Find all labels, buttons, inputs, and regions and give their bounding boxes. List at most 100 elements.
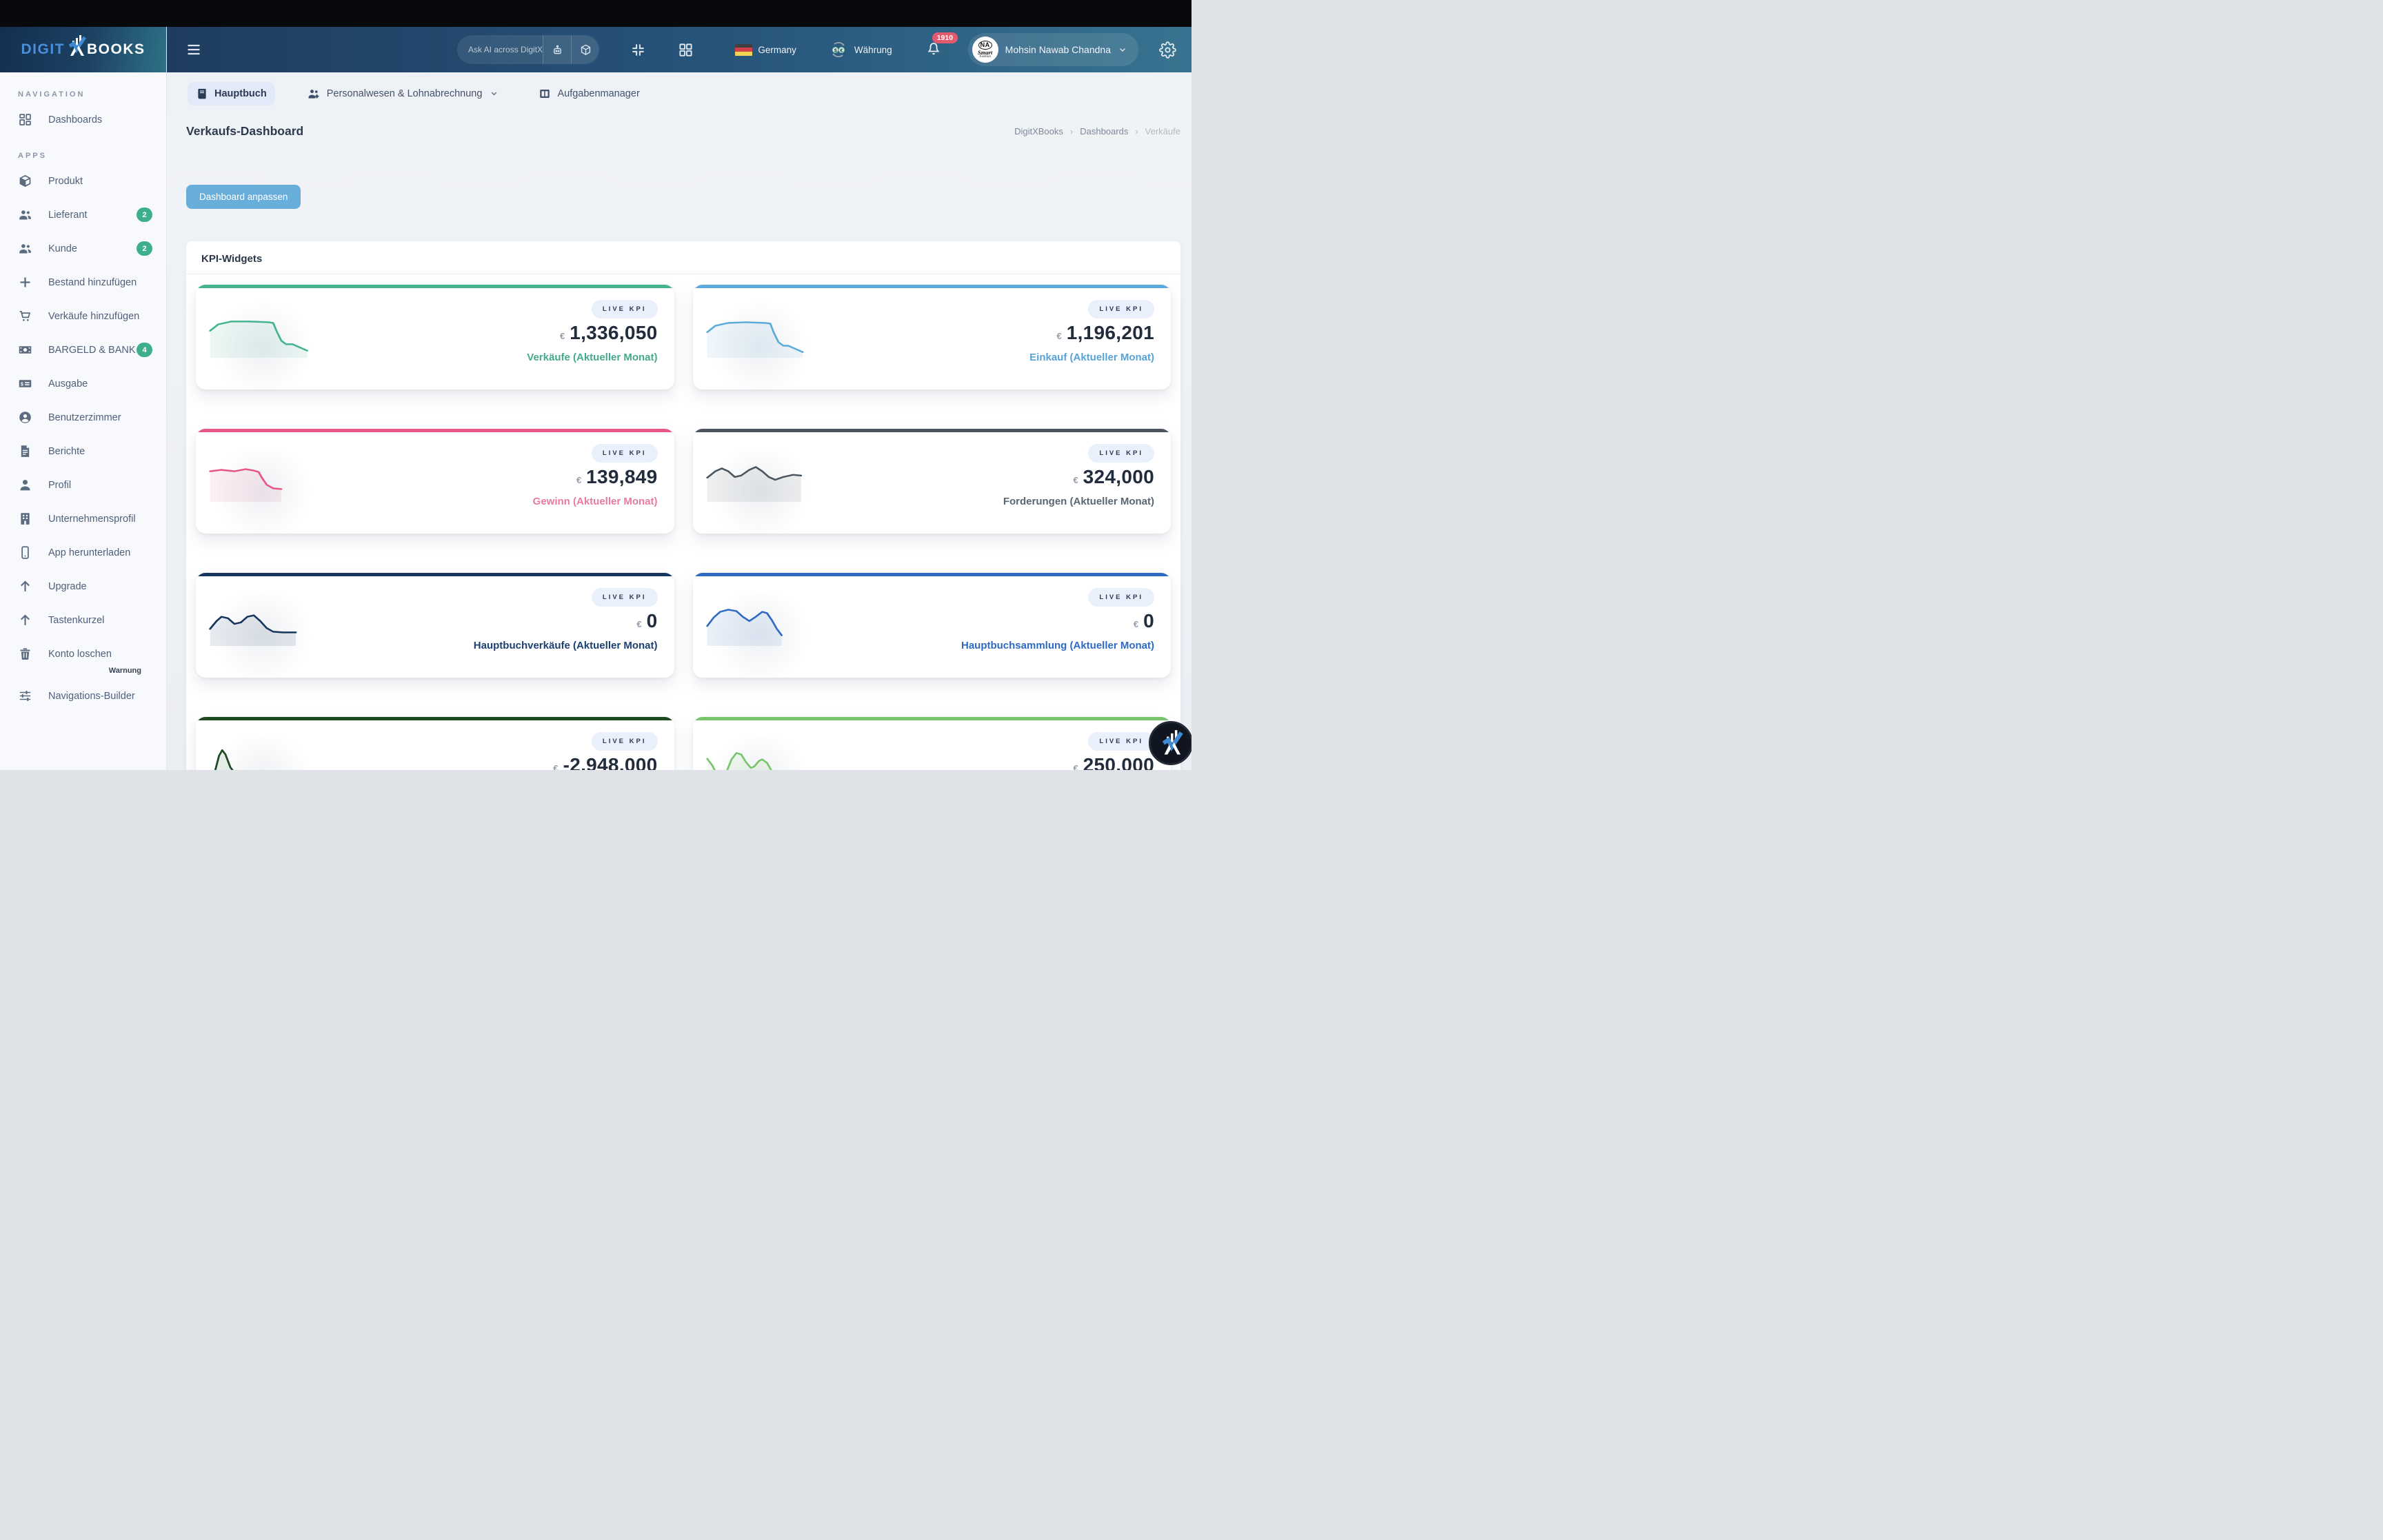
kpi-value: €1,336,050 <box>560 322 658 344</box>
sidebar-item-kunde[interactable]: Kunde 2 <box>0 232 166 265</box>
page-title: Verkaufs-Dashboard <box>186 124 303 139</box>
euro-symbol: € <box>576 475 581 485</box>
sliders-icon <box>18 689 33 704</box>
sidebar-item-produkt[interactable]: Produkt <box>0 164 166 198</box>
sidebar-item-berichte[interactable]: Berichte <box>0 434 166 468</box>
logo-text-books: BOOKS <box>87 41 145 58</box>
sidebar-item-ausgabe[interactable]: $ Ausgabe <box>0 367 166 401</box>
hamburger-menu-button[interactable] <box>183 39 205 61</box>
live-kpi-badge: LIVE KPI <box>1088 444 1154 463</box>
kpi-card-hauptbuchverkaeufe: LIVE KPI €0 Hauptbuchverkäufe (Aktueller… <box>196 573 674 678</box>
sidebar-item-bargeld-bank[interactable]: BARGELD & BANK 4 <box>0 333 166 367</box>
breadcrumb: DigitXBooks › Dashboards › Verkäufe <box>1014 126 1180 136</box>
sidebar-item-label: Dashboards <box>48 114 102 125</box>
sparkline <box>207 600 328 650</box>
sidebar-badge: 2 <box>137 241 152 256</box>
cart-icon <box>18 309 33 324</box>
collapse-icon[interactable] <box>627 39 649 61</box>
sidebar-item-navigations-builder[interactable]: Navigations-Builder <box>0 679 166 713</box>
sidebar-item-app-herunterladen[interactable]: App herunterladen <box>0 536 166 569</box>
live-kpi-badge: LIVE KPI <box>1088 300 1154 318</box>
sparkline <box>207 744 328 770</box>
users-icon <box>18 207 33 223</box>
apps-grid-icon[interactable] <box>675 39 696 61</box>
sidebar-item-verkaeufe-hinzufuegen[interactable]: Verkäufe hinzufügen <box>0 299 166 333</box>
sparkline <box>207 312 328 362</box>
kpi-label: Hauptbuchsammlung (Aktueller Monat) <box>961 640 1154 651</box>
kpi-widgets-panel: KPI-Widgets LIVE KPI €1,336,050 Verkäufe… <box>186 241 1180 770</box>
country-selector[interactable]: Germany <box>735 44 796 56</box>
page-header-row: Verkaufs-Dashboard DigitXBooks › Dashboa… <box>186 114 1180 148</box>
sidebar-item-tastenkurzel[interactable]: Tastenkurzel <box>0 603 166 637</box>
sparkline <box>704 456 825 506</box>
tab-personalwesen-lohnabrechnung[interactable]: Personalwesen & Lohnabrechnung <box>299 81 507 106</box>
sidebar-item-benutzerzimmer[interactable]: Benutzerzimmer <box>0 401 166 434</box>
sparkline <box>704 744 825 770</box>
user-menu[interactable]: NA Smart Fashion Mohsin Nawab Chandna <box>968 33 1138 66</box>
card-accent-bar <box>693 717 1172 720</box>
sidebar-item-konto-loschen[interactable]: Konto loschen <box>0 637 166 671</box>
notifications-button[interactable]: 1910 <box>925 40 942 60</box>
card-accent-bar <box>196 285 674 288</box>
sidebar-column: DIGIT BOOKS NAVIGATION Dashboa <box>0 27 167 770</box>
kpi-label: Gewinn (Aktueller Monat) <box>533 496 658 507</box>
euro-symbol: € <box>1134 619 1138 629</box>
settings-gear-icon[interactable] <box>1156 39 1179 61</box>
chevron-down-icon <box>490 89 499 98</box>
live-kpi-badge: LIVE KPI <box>1088 588 1154 607</box>
breadcrumb-digitxbooks[interactable]: DigitXBooks <box>1014 126 1063 136</box>
sidebar-section-navigation: NAVIGATION <box>0 90 166 103</box>
card-accent-bar <box>693 429 1172 432</box>
sidebar-item-bestand-hinzufuegen[interactable]: Bestand hinzufügen <box>0 265 166 299</box>
ai-robot-button[interactable] <box>543 35 571 64</box>
euro-symbol: € <box>1057 331 1062 341</box>
arrow-up-icon <box>18 579 33 594</box>
kpi-value: €250,000 <box>1073 754 1154 770</box>
live-kpi-badge: LIVE KPI <box>592 732 658 751</box>
app-root: DIGIT BOOKS NAVIGATION Dashboa <box>0 0 1192 770</box>
breadcrumb-separator: › <box>1135 126 1138 136</box>
sidebar-item-profil[interactable]: Profil <box>0 468 166 502</box>
chevron-down-icon <box>1118 45 1127 54</box>
customize-dashboard-button[interactable]: Dashboard anpassen <box>186 185 301 209</box>
sidebar-item-unternehmensprofil[interactable]: Unternehmensprofil <box>0 502 166 536</box>
breadcrumb-dashboards[interactable]: Dashboards <box>1080 126 1128 136</box>
trash-icon <box>18 647 33 662</box>
plus-icon <box>18 275 33 290</box>
sidebar-item-upgrade[interactable]: Upgrade <box>0 569 166 603</box>
card-accent-bar <box>196 717 674 720</box>
germany-flag-icon <box>735 44 752 56</box>
kanban-icon <box>539 88 551 100</box>
currency-selector[interactable]: $ € Währung <box>828 39 892 60</box>
package-search-button[interactable] <box>572 35 599 64</box>
tab-hauptbuch[interactable]: Hauptbuch <box>188 82 275 105</box>
tab-label: Aufgabenmanager <box>557 88 639 99</box>
sparkline <box>207 456 328 506</box>
sidebar: NAVIGATION Dashboards APPS Produkt <box>0 72 166 770</box>
user-circle-icon <box>18 410 33 425</box>
kpi-value: €139,849 <box>576 466 658 488</box>
notification-count-badge: 1910 <box>932 32 958 43</box>
kpi-label: Hauptbuchverkäufe (Aktueller Monat) <box>474 640 658 651</box>
user-icon <box>18 478 33 493</box>
smartphone-icon <box>18 545 33 560</box>
document-icon <box>18 444 33 459</box>
logo-x-mark-icon <box>64 34 88 58</box>
kpi-card-forderungen: LIVE KPI €324,000 Forderungen (Aktueller… <box>693 429 1172 534</box>
kpi-cards-grid: LIVE KPI €1,336,050 Verkäufe (Aktueller … <box>186 274 1180 770</box>
digitxbooks-chat-fab[interactable] <box>1149 721 1192 765</box>
live-kpi-badge: LIVE KPI <box>592 444 658 463</box>
euro-symbol: € <box>553 763 558 770</box>
tab-aufgabenmanager[interactable]: Aufgabenmanager <box>530 82 647 105</box>
currency-label: Währung <box>854 45 892 55</box>
euro-symbol: € <box>1073 763 1078 770</box>
ai-search-input[interactable]: Ask AI across DigitXBo <box>457 35 599 64</box>
building-icon <box>18 511 33 527</box>
kpi-value: €0 <box>636 610 657 632</box>
app-logo[interactable]: DIGIT BOOKS <box>0 27 166 72</box>
top-strip <box>0 0 1192 27</box>
card-accent-bar <box>693 573 1172 576</box>
sparkline <box>704 600 825 650</box>
sidebar-item-dashboards[interactable]: Dashboards <box>0 103 166 136</box>
sidebar-item-lieferant[interactable]: Lieferant 2 <box>0 198 166 232</box>
